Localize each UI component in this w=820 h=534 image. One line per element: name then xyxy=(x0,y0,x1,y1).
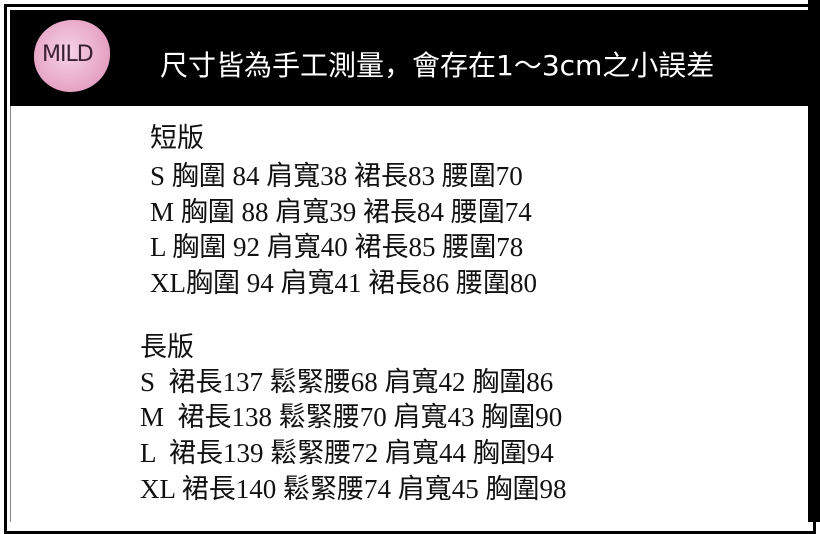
right-border xyxy=(808,0,820,522)
long-row-s: S 裙長137 鬆緊腰68 肩寬42 胸圍86 xyxy=(140,367,554,397)
short-row-s: S 胸圍 84 肩寬38 裙長83 腰圍70 xyxy=(150,161,523,191)
long-section-title: 長版 xyxy=(140,332,194,362)
short-row-xl: XL胸圍 94 肩寬41 裙長86 腰圍80 xyxy=(150,268,537,298)
brand-logo: MILD xyxy=(34,20,110,92)
size-chart-body xyxy=(10,106,807,522)
logo-text: MILD xyxy=(42,42,94,67)
short-row-m: M 胸圍 88 肩寬39 裙長84 腰圍74 xyxy=(150,197,532,227)
header-title: 尺寸皆為手工測量，會存在1～3cm之小誤差 xyxy=(160,49,715,82)
long-row-m: M 裙長138 鬆緊腰70 肩寬43 胸圍90 xyxy=(140,402,563,432)
header-banner xyxy=(10,10,810,106)
short-row-l: L 胸圍 92 肩寬40 裙長85 腰圍78 xyxy=(150,232,524,262)
short-section-title: 短版 xyxy=(150,123,204,153)
long-row-xl: XL 裙長140 鬆緊腰74 肩寬45 胸圍98 xyxy=(140,474,567,504)
long-row-l: L 裙長139 鬆緊腰72 肩寬44 胸圍94 xyxy=(140,438,554,468)
